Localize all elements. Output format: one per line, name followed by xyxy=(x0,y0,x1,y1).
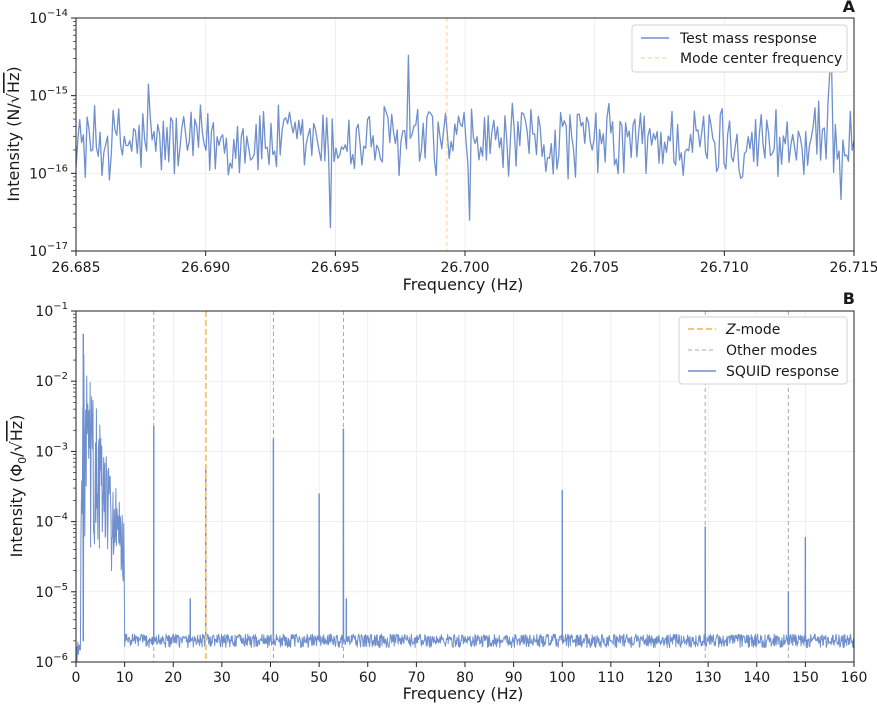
panel-b-series xyxy=(75,333,855,662)
panel-b-x-tick-label: 50 xyxy=(310,670,328,686)
panel-b-x-tick-label: 90 xyxy=(505,670,523,686)
panel-a-x-ticks: 26.685 26.690 26.695 26.700 26.705 26.710 26.7… xyxy=(52,251,877,276)
panel-a-y-tick-label: 10−16 xyxy=(29,163,68,182)
panel-a-x-axis-label: Frequency (Hz) xyxy=(403,275,524,294)
legend-mode-center-frequency: Mode center frequency xyxy=(680,51,842,67)
panel-a-x-tick-label: 26.715 xyxy=(830,260,877,276)
panel-a-y-ticks: 10−17 10−16 10−15 10−14 xyxy=(29,8,76,260)
panel-b-x-tick-label: 40 xyxy=(262,670,280,686)
panel-a-y-axis-label-text: Intensity (N/√Hz) xyxy=(4,66,23,201)
panel-a-y-tick-label: 10−15 xyxy=(29,86,68,105)
panel-b-x-tick-label: 140 xyxy=(743,670,770,686)
panel-b-x-tick-label: 20 xyxy=(164,670,182,686)
panel-b-y-axis-label-text: Intensity (Φ0/√Hz) xyxy=(7,415,29,558)
panel-b-y-tick-label: 10−6 xyxy=(35,652,68,671)
panel-b-y-tick-label: 10−4 xyxy=(35,512,68,531)
panel-b-x-tick-label: 130 xyxy=(695,670,722,686)
panel-b-x-tick-label: 80 xyxy=(456,670,474,686)
panel-b-x-tick-label: 60 xyxy=(359,670,377,686)
panel-a-y-tick-label: 10−17 xyxy=(29,241,68,260)
panel-b-letter: B xyxy=(843,289,855,308)
panel-a-legend: Test mass response Mode center frequency xyxy=(631,24,848,73)
panel-a-x-tick-label: 26.685 xyxy=(52,260,101,276)
panel-a-letter: A xyxy=(843,0,856,16)
panel-a-x-tick-label: 26.705 xyxy=(570,260,619,276)
panel-b-x-ticks: 0 10 20 30 40 50 60 70 80 90 100 110 120 130 140 150 160 xyxy=(72,662,868,686)
panel-b-legend-box xyxy=(678,316,848,385)
legend-squid-response: SQUID response xyxy=(726,364,839,380)
panel-b-y-axis-label: Intensity (Φ0/√Hz) xyxy=(7,415,29,558)
panel-a-y-axis-label: Intensity (N/√Hz) xyxy=(4,66,23,201)
panel-a-x-tick-label: 26.690 xyxy=(181,260,230,276)
panel-a-legend-box xyxy=(631,24,848,73)
panel-b-y-tick-label: 10−1 xyxy=(35,301,68,320)
panel-a-x-tick-label: 26.695 xyxy=(311,260,360,276)
panel-b-x-tick-label: 160 xyxy=(841,670,868,686)
panel-b-y-tick-label: 10−5 xyxy=(35,582,68,601)
panel-b: 0 10 20 30 40 50 60 70 80 90 100 110 120 130 140 150 160… xyxy=(7,289,867,703)
panel-b-y-tick-label: 10−3 xyxy=(35,441,68,460)
panel-b-x-tick-label: 150 xyxy=(792,670,819,686)
panel-b-x-tick-label: 120 xyxy=(646,670,673,686)
panel-b-y-ticks: 10−6 10−5 10−4 10−3 10−2 10−1 xyxy=(35,301,76,671)
panel-a: 26.685 26.690 26.695 26.700 26.705 26.710 26.7… xyxy=(4,0,877,294)
panel-a-series xyxy=(75,54,855,229)
panel-b-x-tick-label: 100 xyxy=(549,670,576,686)
panel-b-x-tick-label: 30 xyxy=(213,670,231,686)
panel-a-x-tick-label: 26.710 xyxy=(700,260,749,276)
panel-b-x-tick-label: 110 xyxy=(598,670,625,686)
panel-b-x-tick-label: 0 xyxy=(72,670,81,686)
sqrt-sign: √ xyxy=(7,440,26,451)
panel-b-y-tick-label: 10−2 xyxy=(35,371,68,390)
test-mass-response-line xyxy=(75,54,855,229)
panel-b-x-tick-label: 70 xyxy=(407,670,425,686)
panel-a-y-tick-label: 10−14 xyxy=(29,8,68,27)
legend-z-mode: Z-mode xyxy=(725,322,780,338)
panel-b-x-axis-label: Frequency (Hz) xyxy=(403,684,524,703)
legend-test-mass-response: Test mass response xyxy=(679,31,817,47)
panel-a-x-tick-label: 26.700 xyxy=(441,260,490,276)
squid-response-line xyxy=(75,333,855,662)
panel-b-legend: Z-mode Other modes SQUID response xyxy=(678,316,848,385)
legend-other-modes: Other modes xyxy=(726,343,817,359)
sqrt-sign: √ xyxy=(4,92,23,103)
panel-b-x-tick-label: 10 xyxy=(116,670,134,686)
